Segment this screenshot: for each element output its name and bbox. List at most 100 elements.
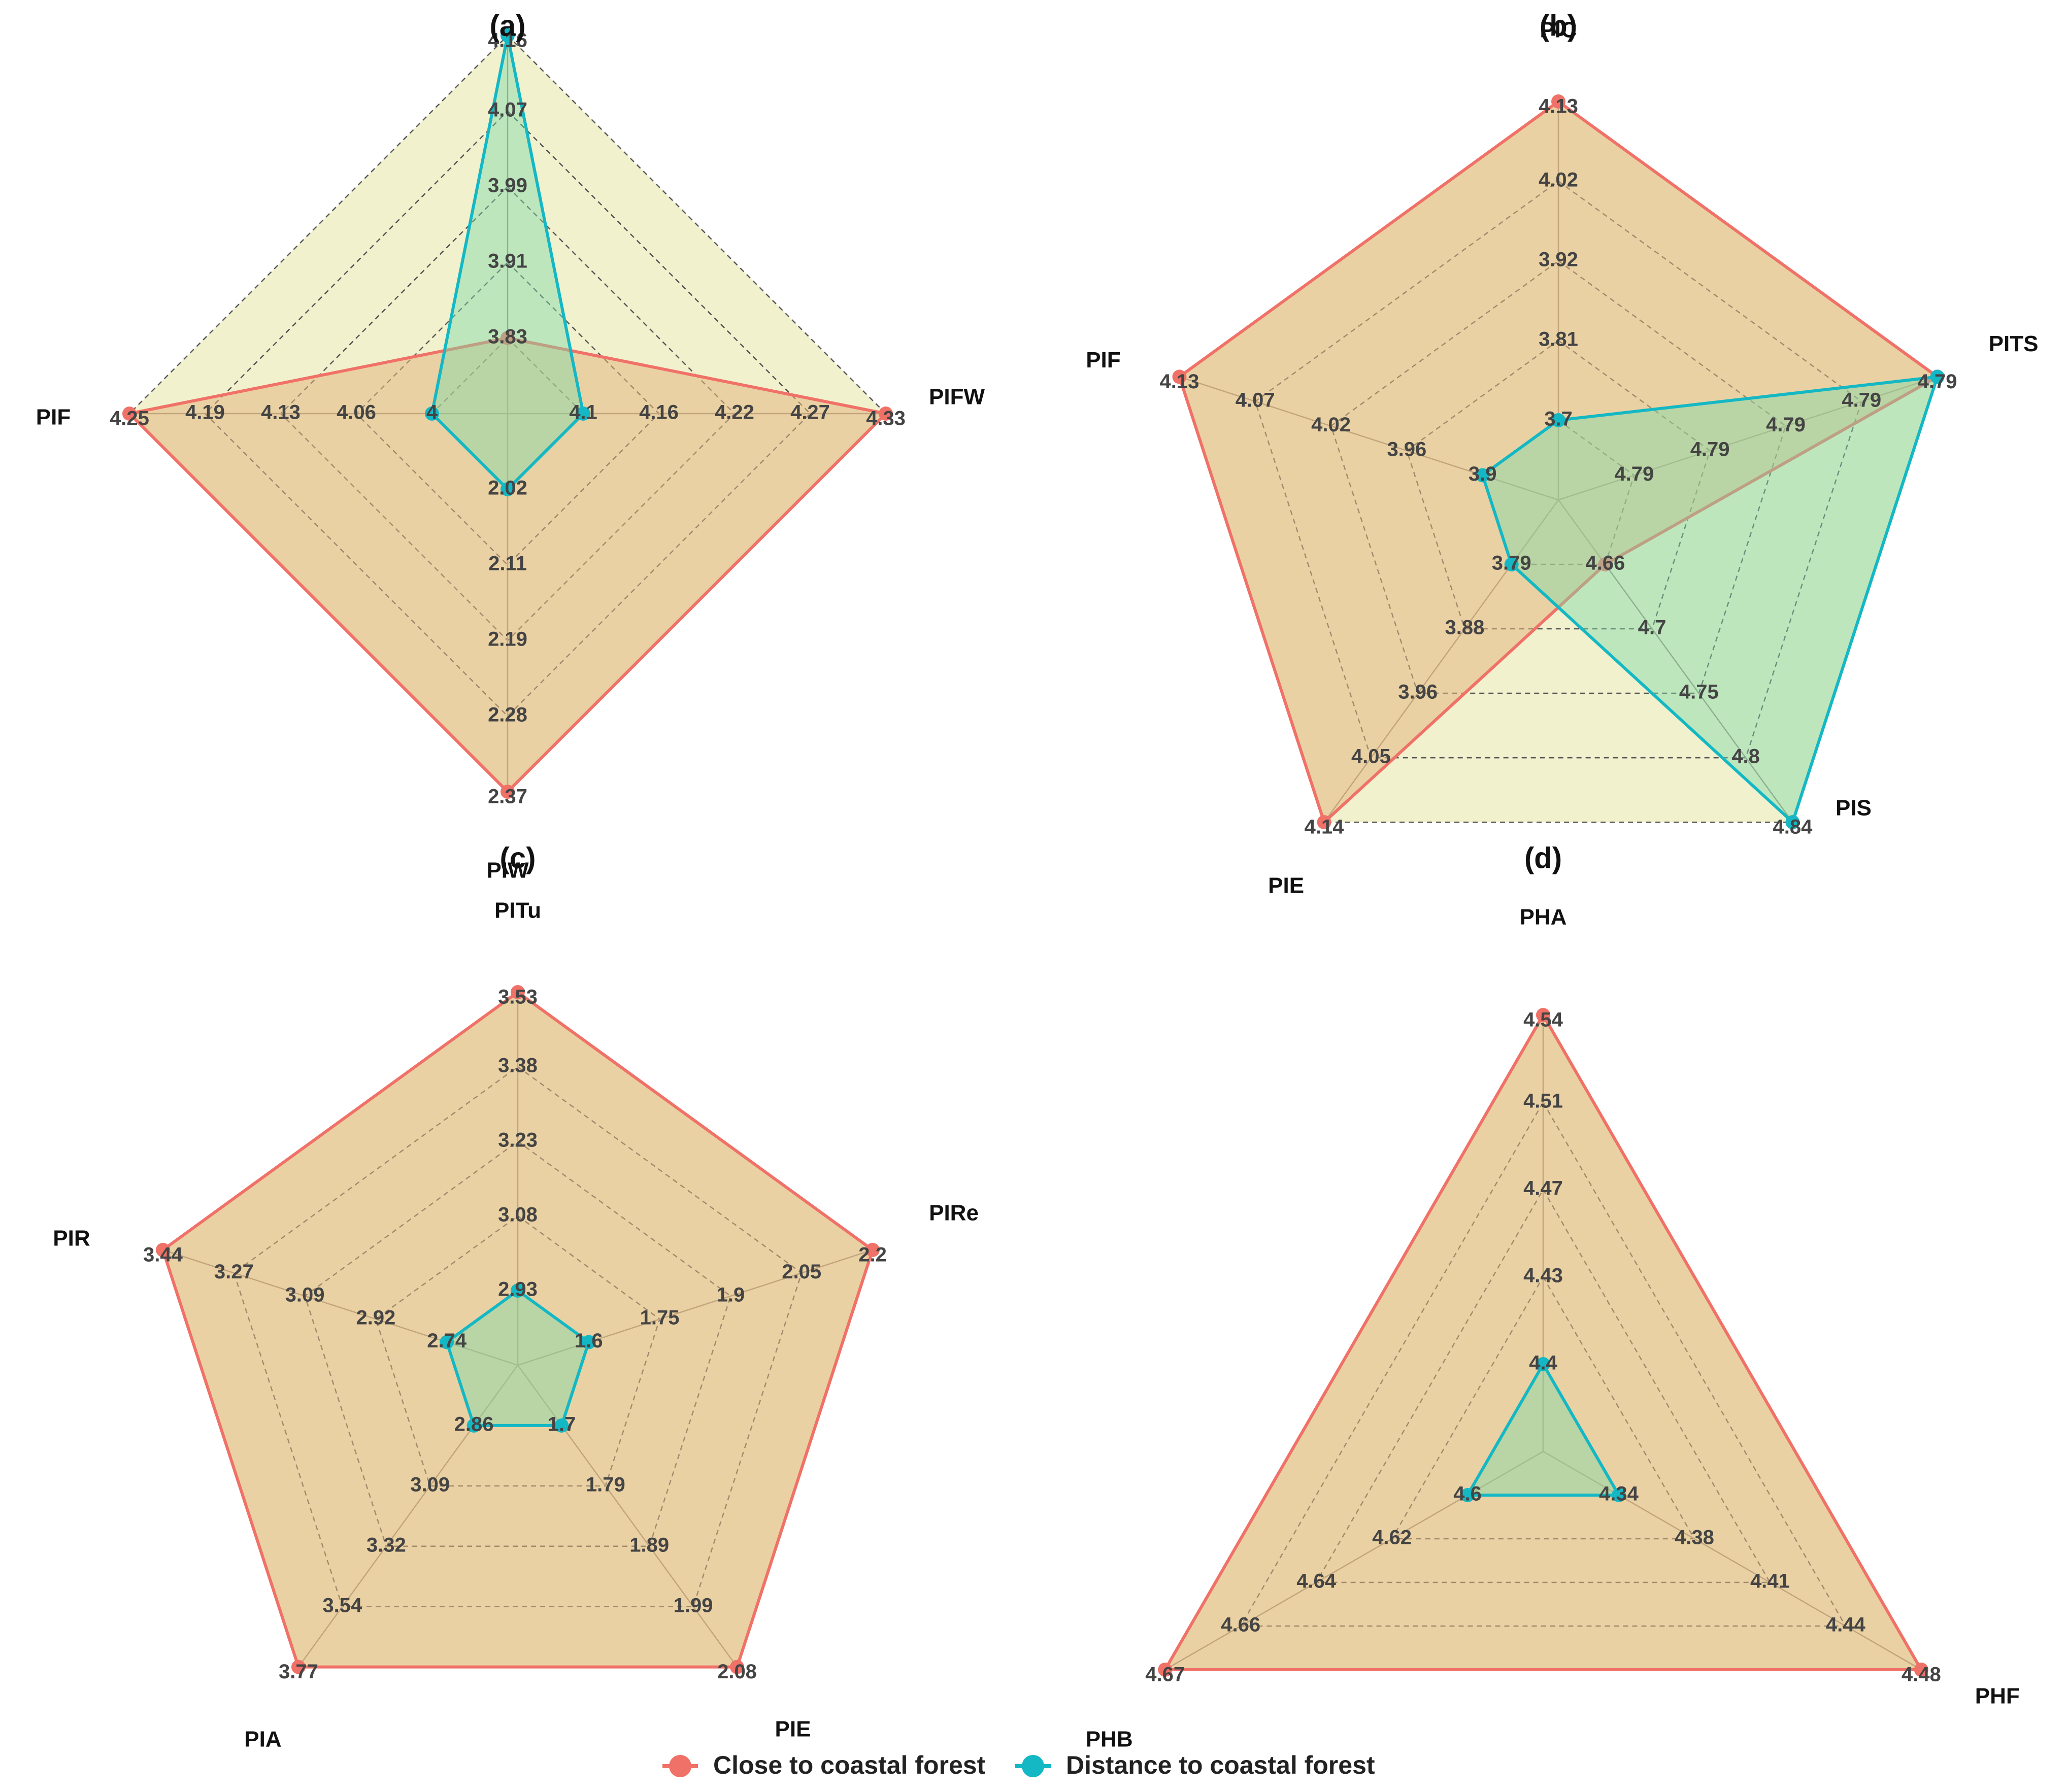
grid-ring [1178,100,1939,823]
tick-label: 4.44 [1826,1614,1866,1636]
distance-point-pits [1930,369,1945,384]
distance-point-pis [1785,815,1800,830]
axis-name-pif: PIF [36,405,71,430]
tick-label: 4.07 [1236,389,1275,411]
tick-label: 4.4 [1529,1352,1557,1374]
tick-label: 3.38 [498,1055,538,1077]
distance-point-pia [466,1418,481,1433]
tick-label: 4.47 [1523,1177,1563,1200]
tick-label: 3.81 [1539,328,1578,351]
tick-label: 4.38 [1675,1527,1714,1549]
grid-ring [204,110,811,717]
tick-label: 4.27 [790,401,830,424]
tick-label: 4.33 [866,408,906,430]
distance-point-pif [425,407,439,421]
close-point-pir [155,1242,170,1257]
tick-label: 2.93 [498,1278,538,1301]
tick-label: 4.6 [1453,1483,1482,1505]
axis-name-pire: PIRe [929,1200,979,1225]
distance-point-pire [581,1335,596,1349]
tick-label: 4.79 [1842,389,1881,411]
tick-label: 2.74 [427,1330,467,1352]
distance-point-pif [1475,468,1490,483]
tick-label: 4.14 [1305,816,1345,838]
axis-name-pia: PIA [244,1727,281,1751]
axis-name-pir: PIR [53,1226,90,1250]
legend-key-dot [1022,1755,1044,1777]
tick-label: 3.32 [366,1534,406,1556]
tick-label: 4.13 [1539,95,1578,118]
tick-label: 1.89 [629,1534,669,1556]
tick-label: 4.16 [639,401,679,424]
axis-name-phf: PHF [1975,1684,2020,1709]
tick-label: 3.7 [1544,408,1573,430]
axis-name-piw: PIW [486,858,529,883]
tick-label: 3.79 [1492,552,1531,574]
tick-label: 2.92 [356,1307,395,1329]
distance-point-pie [554,1418,569,1433]
tick-label: 3.96 [1398,681,1438,703]
close-point-pire [865,1242,880,1257]
tick-label: 4.05 [1351,746,1391,768]
tick-label: 4.62 [1372,1527,1412,1549]
tick-label: 4.16 [488,29,527,52]
tick-label: 4.7 [1638,617,1666,639]
axis-name-pis: PIS [1836,796,1872,821]
close-point-pifw [879,407,893,421]
tick-label: 4.64 [1296,1570,1337,1593]
distance-point-pitu [511,1283,525,1298]
tick-label: 2.37 [488,786,527,808]
close-point-pitu [511,985,525,999]
tick-label: 3.91 [488,250,527,273]
axis-name-pha: PHA [1520,905,1567,930]
distance-point-piw [501,482,515,496]
axis-name-pie: PIE [775,1716,811,1741]
tick-label: 3.88 [1445,617,1485,639]
distance-point-phf [1611,1488,1626,1502]
axis-name-pif: PIF [1086,348,1120,373]
distance-point-pir [440,1335,454,1349]
legend-key-dot [669,1755,691,1777]
panel-title: (c) [500,841,536,874]
tick-label: 4.19 [185,401,225,424]
tick-label: 4.48 [1902,1664,1941,1686]
tick-label: 4.67 [1145,1664,1185,1686]
tick-label: 4.06 [337,401,376,424]
close-point-pia [291,1660,306,1674]
tick-label: 2.05 [782,1261,821,1283]
distance-point-pie [1504,557,1519,572]
radar-panel-c: 3.53 3.38 3.23 3.08 2.93 2.2 2.05 1.9 1.75 1.6 2.0… [53,841,979,1751]
tick-label: 4.8 [1731,746,1760,768]
tick-label: 2.11 [488,553,527,575]
tick-label: 3.27 [214,1261,254,1283]
tick-label: 2.28 [488,704,527,726]
tick-label: 3.44 [143,1243,183,1266]
tick-label: 4.84 [1773,816,1813,838]
distance-point-pifw [576,407,590,421]
tick-label: 4.79 [1918,370,1957,393]
tick-label: 3.09 [285,1283,325,1306]
tick-label: 1.9 [717,1283,745,1306]
tick-label: 2.2 [858,1243,887,1266]
tick-label: 4.25 [110,408,149,430]
tick-label: 4.41 [1750,1570,1790,1593]
tick-label: 3.23 [498,1129,538,1152]
close-point-pif [122,407,137,421]
tick-label: 3.83 [488,326,527,348]
tick-label: 4 [426,401,438,424]
tick-label: 3.53 [498,986,538,1008]
panel-title: (b) [1540,9,1577,42]
tick-label: 3.9 [1469,463,1497,485]
close-point-pif [1172,369,1187,384]
tick-label: 3.96 [1387,438,1426,461]
tick-label: 2.19 [488,628,527,651]
tick-label: 3.09 [410,1473,450,1496]
tick-label: 1.7 [548,1413,576,1435]
radar-panel-d: 4.54 4.51 4.47 4.43 4.4 4.48 4.44 4.41 4.38 4.34 4… [1086,841,2020,1751]
tick-label: 3.92 [1539,249,1578,271]
axis-name-pic: PIC [1540,18,1577,43]
radar-panel-b: 4.13 4.02 3.92 3.81 3.7 4.79 4.79 4.79 4.79 4.79 4… [1086,9,2038,898]
axis-name-pitu: PITu [494,898,541,923]
distance-point-pic [1551,413,1565,427]
distance-series-area [1481,375,1939,824]
